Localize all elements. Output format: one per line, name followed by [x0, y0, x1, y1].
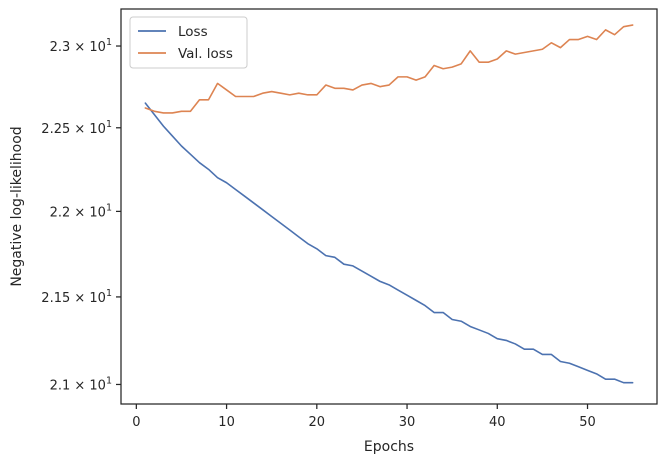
series-line-val-loss: [144, 24, 634, 114]
y-tick-label: 2.1 × 101: [50, 375, 112, 393]
y-tick-times: × 10: [70, 40, 106, 55]
legend-label: Loss: [178, 24, 208, 40]
y-tick-exponent: 1: [106, 202, 112, 213]
y-tick-label: 2.25 × 101: [41, 119, 112, 137]
y-tick-exponent: 1: [106, 288, 112, 299]
y-tick-base: 2.3: [50, 40, 71, 55]
y-tick-label: 2.3 × 101: [50, 37, 112, 55]
plot-frame: [120, 8, 658, 405]
x-tick-label: 50: [579, 415, 596, 430]
y-tick-exponent: 1: [106, 375, 112, 386]
y-tick-label: 2.15 × 101: [41, 288, 112, 306]
y-tick-base: 2.15: [41, 291, 70, 306]
x-tick-label: 40: [489, 415, 506, 430]
y-tick-base: 2.1: [50, 378, 71, 393]
y-tick-base: 2.25: [41, 122, 70, 137]
legend: Loss Val. loss: [129, 16, 248, 69]
x-tick-label: 0: [132, 415, 140, 430]
legend-label: Val. loss: [178, 46, 233, 62]
y-tick-base: 2.2: [50, 205, 71, 220]
y-tick-label: 2.2 × 101: [50, 202, 112, 220]
y-tick-times: × 10: [70, 205, 106, 220]
x-tick-label: 10: [218, 415, 235, 430]
x-axis: 0 10 20 30 40 50: [132, 404, 596, 430]
y-tick-exponent: 1: [106, 37, 112, 48]
x-tick-label: 20: [309, 415, 326, 430]
x-axis-label: Epochs: [364, 439, 414, 455]
legend-box: [129, 16, 248, 69]
y-tick-exponent: 1: [106, 119, 112, 130]
y-tick-times: × 10: [70, 291, 106, 306]
y-tick-times: × 10: [70, 378, 106, 393]
y-tick-times: × 10: [70, 122, 106, 137]
x-tick-label: 30: [399, 415, 416, 430]
plot-lines: [144, 24, 634, 384]
y-axis-label: Negative log-likelihood: [9, 126, 25, 286]
series-line-loss: [144, 102, 634, 384]
